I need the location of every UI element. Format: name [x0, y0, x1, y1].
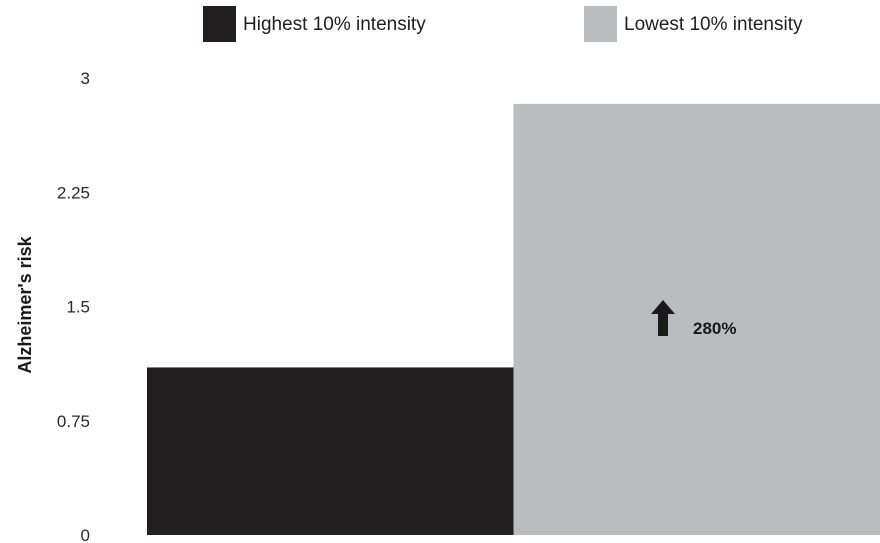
legend: Highest 10% intensity Lowest 10% intensi… — [203, 6, 803, 42]
y-axis-title: Alzheimer's risk — [15, 235, 35, 373]
annotation-label: 280% — [693, 319, 736, 338]
y-tick-label: 0.75 — [57, 412, 90, 431]
arrow-up-icon — [651, 300, 675, 336]
legend-swatch-highest — [203, 6, 236, 42]
legend-label-highest: Highest 10% intensity — [243, 14, 426, 35]
annotation: 280% — [651, 300, 736, 338]
legend-label-lowest: Lowest 10% intensity — [624, 14, 803, 35]
y-tick-label: 0 — [81, 526, 90, 543]
bars — [147, 103, 880, 535]
bar — [147, 367, 514, 535]
bar — [513, 103, 880, 535]
y-tick-label: 1.5 — [66, 298, 90, 317]
legend-swatch-lowest — [584, 6, 617, 42]
y-tick-label: 2.25 — [57, 183, 90, 202]
y-axis-ticks: 0 0.75 1.5 2.25 3 — [57, 69, 90, 543]
y-tick-label: 3 — [81, 69, 90, 88]
